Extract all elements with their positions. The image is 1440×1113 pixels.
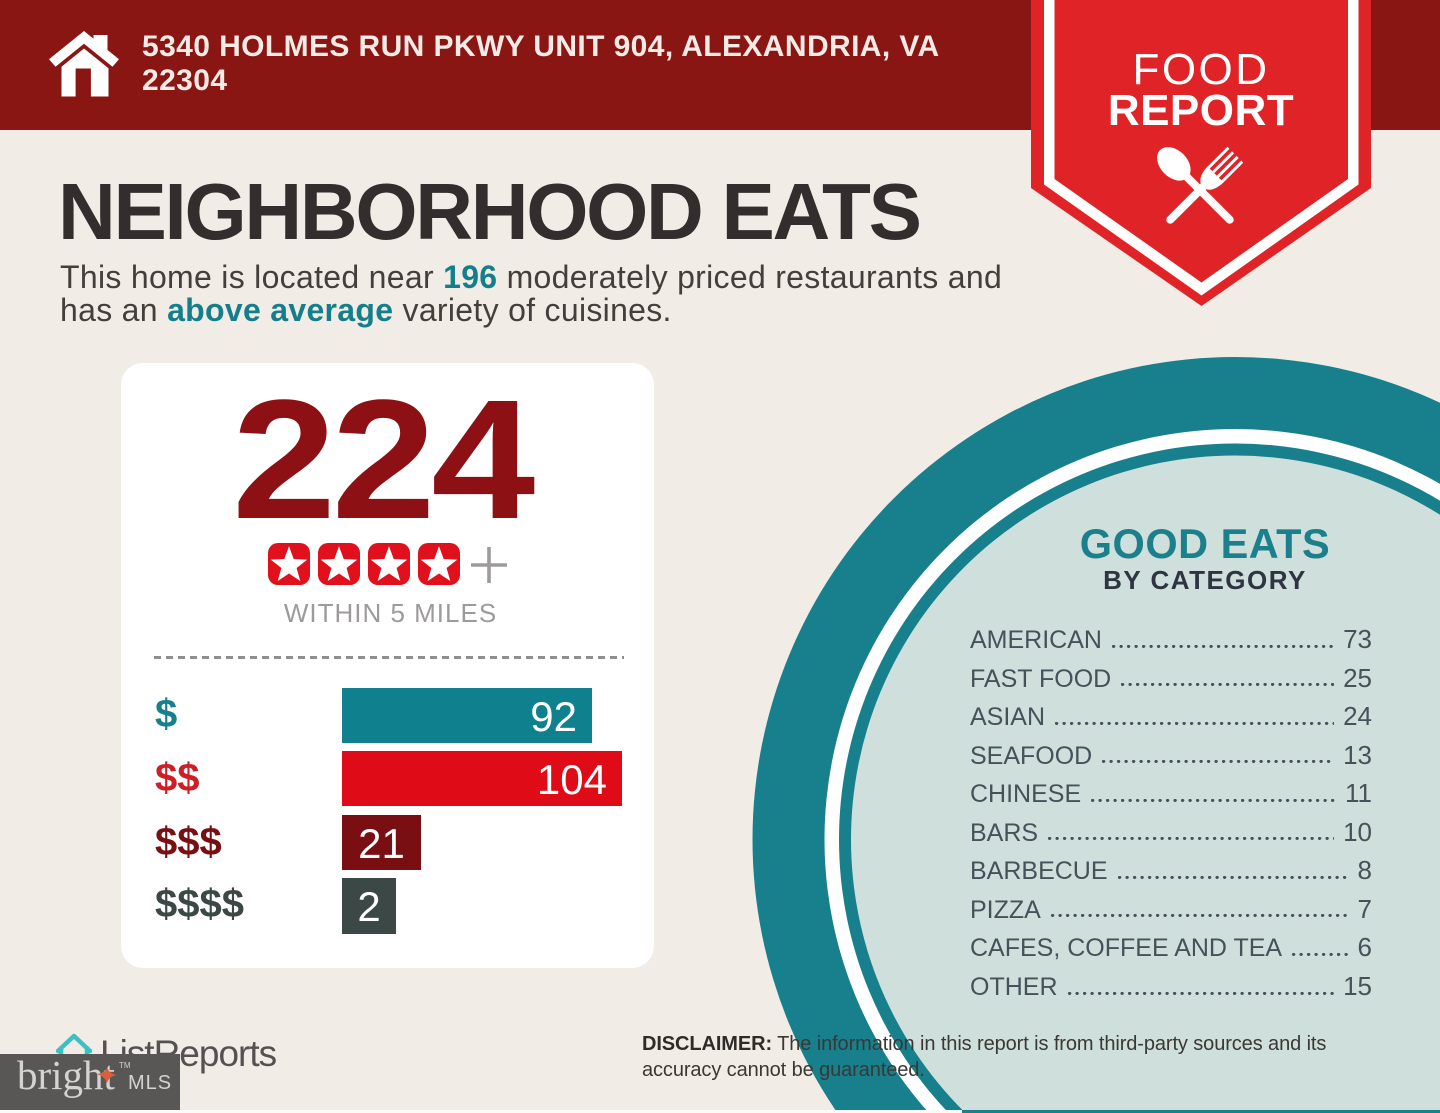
svg-text:REPORT: REPORT [1108,86,1294,135]
svg-text:FOOD: FOOD [1132,45,1269,94]
